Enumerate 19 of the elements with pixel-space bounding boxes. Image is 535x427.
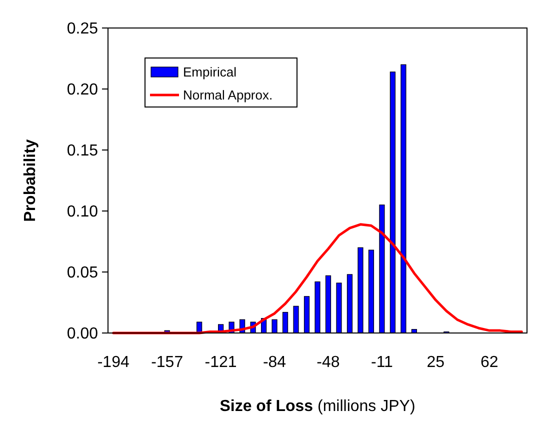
y-tick-label: 0.15 bbox=[66, 142, 98, 160]
y-tick-label: 0.20 bbox=[66, 82, 98, 99]
x-tick-label: -194 bbox=[97, 354, 130, 371]
y-tick-label: 0.05 bbox=[66, 264, 98, 282]
y-tick-label: 0.10 bbox=[66, 204, 98, 221]
x-tick-label: -11 bbox=[370, 354, 394, 371]
x-tick-label: 62 bbox=[480, 354, 498, 371]
x-axis-title: Size of Loss (millions JPY) bbox=[220, 398, 416, 415]
x-tick-label: -121 bbox=[204, 354, 237, 371]
legend-label: Normal Approx. bbox=[183, 88, 273, 103]
line-series bbox=[112, 223, 523, 334]
x-tick-label: 25 bbox=[426, 354, 445, 371]
y-axis-title: Probability bbox=[22, 139, 39, 222]
y-tick-label: 0.25 bbox=[66, 20, 98, 38]
y-tick-label: 0.00 bbox=[66, 326, 98, 343]
x-tick-label: -157 bbox=[151, 354, 184, 371]
x-tick-label: -48 bbox=[316, 354, 340, 371]
x-tick-label: -84 bbox=[262, 354, 286, 371]
legend-label: Empirical bbox=[183, 64, 237, 80]
